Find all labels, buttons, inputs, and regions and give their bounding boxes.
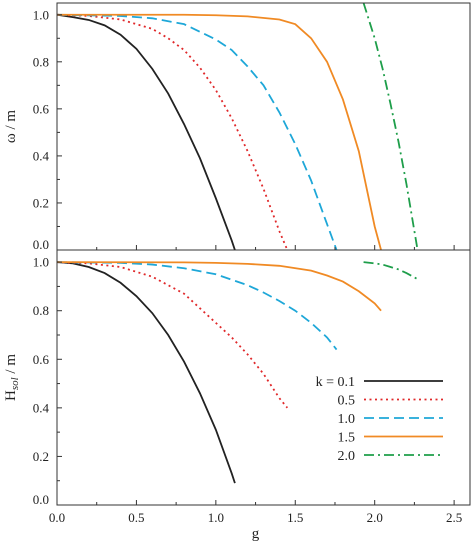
legend-label-0: k = 0.1 xyxy=(316,375,355,390)
legend-label-3: 1.5 xyxy=(338,431,356,446)
legend-label-1: 0.5 xyxy=(338,394,356,409)
bottom-y-tick-label-1: 0.2 xyxy=(33,449,49,464)
bottom-plot-frame xyxy=(56,249,471,506)
bottom-y-tick-label-4: 0.8 xyxy=(33,303,49,318)
top-y-axis-label: ω / m xyxy=(3,110,19,144)
top-plot-frame xyxy=(56,2,471,251)
bottom-series-k-2-line xyxy=(363,261,419,280)
top-y-tick-label-5: 1.0 xyxy=(33,7,49,22)
bottom-y-tick-label-2: 0.4 xyxy=(33,400,50,415)
bottom-x-tick-label-0: 0.0 xyxy=(49,510,65,525)
top-y-tick-label-0: 0.0 xyxy=(33,237,49,252)
bottom-y-tick-label-5: 1.0 xyxy=(33,255,49,270)
bottom-x-tick-label-4: 2.0 xyxy=(367,510,383,525)
bottom-y-axis-label: Hsol / m xyxy=(3,354,21,401)
top-y-tick-label-2: 0.4 xyxy=(33,148,50,163)
top-panel: 0.0 0.2 0.4 0.6 0.8 1.0 ω / m xyxy=(3,2,471,252)
bottom-x-tick-label-5: 2.5 xyxy=(446,510,462,525)
top-y-tick-label-3: 0.6 xyxy=(33,101,50,116)
top-series-k-0-1-line xyxy=(57,13,236,250)
top-series-k-1-line xyxy=(57,13,338,250)
legend: k = 0.1 0.5 1.0 1.5 2.0 xyxy=(316,375,443,464)
top-series-k-0-5-line xyxy=(57,13,289,250)
bottom-panel: 0.0 0.2 0.4 0.6 0.8 1.0 0.0 0.5 1.0 1.5 2.0 2.5 Hsol… xyxy=(3,249,471,542)
legend-label-4: 2.0 xyxy=(338,449,356,464)
bottom-series-k-1-5-line xyxy=(57,261,382,312)
bottom-series-k-0-5-line xyxy=(57,261,289,409)
legend-label-2: 1.0 xyxy=(338,412,356,427)
bottom-series-k-1-line xyxy=(57,261,338,351)
bottom-x-tick-label-2: 1.0 xyxy=(208,510,224,525)
top-series-k-2-line xyxy=(362,3,419,250)
bottom-y-tick-label-0: 0.0 xyxy=(33,492,49,507)
bottom-x-axis-label: g xyxy=(252,526,260,542)
bottom-y-tick-label-3: 0.6 xyxy=(33,352,50,367)
bottom-x-tick-label-3: 1.5 xyxy=(287,510,303,525)
top-series-k-1-5-line xyxy=(57,13,382,250)
top-y-tick-label-4: 0.8 xyxy=(33,54,49,69)
bottom-series-k-0-1-line xyxy=(57,261,236,484)
bottom-x-tick-label-1: 0.5 xyxy=(128,510,144,525)
top-y-tick-label-1: 0.2 xyxy=(33,195,49,210)
